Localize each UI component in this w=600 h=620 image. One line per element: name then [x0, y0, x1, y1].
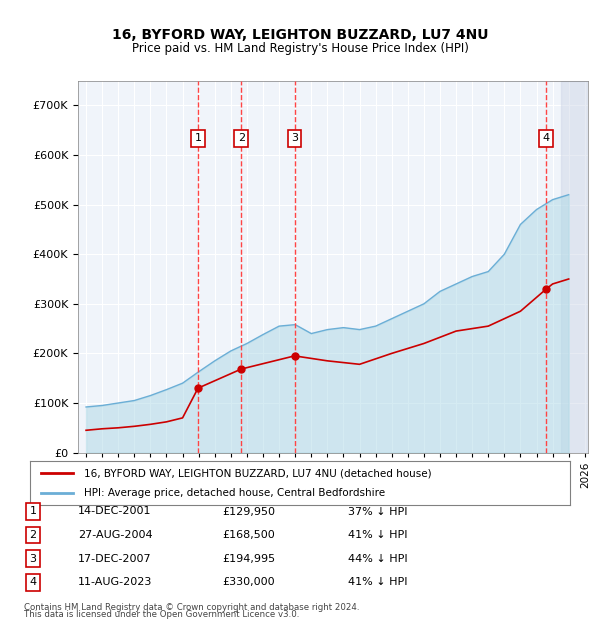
Text: 41% ↓ HPI: 41% ↓ HPI	[348, 577, 407, 587]
Text: HPI: Average price, detached house, Central Bedfordshire: HPI: Average price, detached house, Cent…	[84, 488, 385, 498]
Text: 4: 4	[29, 577, 37, 587]
Bar	[560, 81, 588, 453]
Text: 37% ↓ HPI: 37% ↓ HPI	[348, 507, 407, 516]
Text: 41% ↓ HPI: 41% ↓ HPI	[348, 530, 407, 540]
Text: 17-DEC-2007: 17-DEC-2007	[78, 554, 152, 564]
Text: £168,500: £168,500	[222, 530, 275, 540]
Text: 2: 2	[29, 530, 37, 540]
Text: This data is licensed under the Open Government Licence v3.0.: This data is licensed under the Open Gov…	[24, 609, 299, 619]
Text: 27-AUG-2004: 27-AUG-2004	[78, 530, 152, 540]
Text: 16, BYFORD WAY, LEIGHTON BUZZARD, LU7 4NU (detached house): 16, BYFORD WAY, LEIGHTON BUZZARD, LU7 4N…	[84, 468, 431, 478]
Text: 11-AUG-2023: 11-AUG-2023	[78, 577, 152, 587]
Text: 44% ↓ HPI: 44% ↓ HPI	[348, 554, 407, 564]
Text: Contains HM Land Registry data © Crown copyright and database right 2024.: Contains HM Land Registry data © Crown c…	[24, 603, 359, 612]
Text: 1: 1	[194, 133, 202, 143]
Text: 2: 2	[238, 133, 245, 143]
Text: £194,995: £194,995	[222, 554, 275, 564]
Text: 1: 1	[29, 507, 37, 516]
Text: 3: 3	[29, 554, 37, 564]
Text: £330,000: £330,000	[222, 577, 275, 587]
Text: 16, BYFORD WAY, LEIGHTON BUZZARD, LU7 4NU: 16, BYFORD WAY, LEIGHTON BUZZARD, LU7 4N…	[112, 28, 488, 42]
Text: 4: 4	[543, 133, 550, 143]
Text: £129,950: £129,950	[222, 507, 275, 516]
Text: 3: 3	[291, 133, 298, 143]
Text: Price paid vs. HM Land Registry's House Price Index (HPI): Price paid vs. HM Land Registry's House …	[131, 42, 469, 55]
Text: 14-DEC-2001: 14-DEC-2001	[78, 507, 151, 516]
